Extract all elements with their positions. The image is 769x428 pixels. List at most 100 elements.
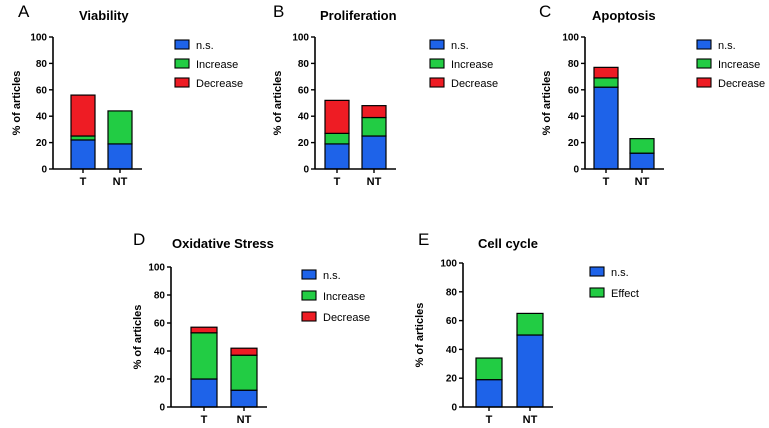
bar-t-ns [70,139,96,170]
y-axis-label: % of articles [132,305,144,370]
legend-swatch-increase [696,58,712,69]
legend-swatch-increase [174,58,190,69]
legend-swatch-ns [589,266,605,277]
y-tick-label: 0 [159,403,165,414]
x-tick-label: T [603,176,610,188]
legend-swatch-ns [696,39,712,50]
y-tick-label: 40 [568,112,580,123]
bar-nt-ns [629,152,655,170]
bar-nt-increase [230,354,258,391]
bar-nt-increase [629,138,655,154]
legend-label: n.s. [611,267,629,279]
chart-panel-d: D Oxidative Stress % of articles T NT 0 20 40 60… [132,230,370,426]
legend-label: Increase [323,291,365,303]
y-tick-label: 20 [446,374,458,385]
chart-panel-e: E Cell cycle % of articles T NT 0 20 40 60 80 100 n… [414,230,639,426]
bar-nt-decrease [361,105,387,119]
x-tick-label: NT [113,176,128,188]
bar-t-ns [593,86,619,170]
bar-t-decrease [70,94,96,137]
y-tick-label: 100 [30,33,47,44]
y-axis-label: % of articles [272,71,284,136]
legend-label: Decrease [196,78,243,90]
legend-label: Effect [611,288,639,300]
legend-swatch-increase [301,290,317,301]
x-tick-label: T [80,176,87,188]
chart-title: Oxidative Stress [172,236,274,251]
legend-swatch-decrease [301,311,317,322]
x-tick-label: T [201,414,208,426]
bar-t-effect [475,357,503,381]
x-tick-label: NT [367,176,382,188]
y-tick-label: 100 [440,259,457,270]
chart-title: Proliferation [320,8,397,23]
panel-letter: E [418,230,429,249]
panel-letter: D [133,230,145,249]
y-tick-label: 40 [154,347,166,358]
y-tick-label: 20 [568,138,580,149]
legend-label: Increase [196,59,238,71]
x-tick-label: T [486,414,493,426]
legend-label: Decrease [323,312,370,324]
legend-label: n.s. [451,40,469,52]
chart-title: Viability [79,8,129,23]
bar-nt-increase [361,116,387,137]
y-axis-label: % of articles [414,303,426,368]
y-tick-label: 100 [148,263,165,274]
x-tick-label: NT [635,176,650,188]
x-tick-label: NT [523,414,538,426]
chart-title: Apoptosis [592,8,656,23]
bar-nt-increase [107,110,133,145]
legend-swatch-ns [429,39,445,50]
y-tick-label: 40 [36,112,48,123]
bar-nt-ns [516,334,544,408]
bar-nt-decrease [230,347,258,356]
y-tick-label: 0 [303,165,309,176]
y-tick-label: 80 [568,59,580,70]
legend-swatch-ns [301,269,317,280]
bar-t-ns [324,143,350,170]
y-axis-label: % of articles [541,71,553,136]
y-tick-label: 60 [298,85,310,96]
bar-t-ns [190,378,218,408]
bar-nt-ns [230,389,258,408]
bar-t-decrease [324,99,350,134]
y-tick-label: 60 [446,316,458,327]
x-tick-label: T [334,176,341,188]
legend-swatch-increase [429,58,445,69]
y-axis-label: % of articles [11,71,23,136]
chart-panel-c: C Apoptosis % of articles T NT 0 20 40 60 80 100 n.… [539,2,765,188]
bar-t-ns [475,379,503,408]
legend-label: n.s. [718,40,736,52]
y-tick-label: 60 [36,85,48,96]
chart-title: Cell cycle [478,236,538,251]
y-tick-label: 80 [154,291,166,302]
panel-letter: B [273,2,284,21]
y-tick-label: 80 [298,59,310,70]
legend-label: Increase [451,59,493,71]
panel-letter: A [18,2,30,21]
legend-swatch-effect [589,287,605,298]
y-tick-label: 100 [292,33,309,44]
y-tick-label: 20 [36,138,48,149]
y-tick-label: 80 [36,59,48,70]
y-tick-label: 40 [446,345,458,356]
legend-swatch-decrease [696,77,712,88]
legend-swatch-ns [174,39,190,50]
bar-t-increase [324,132,350,145]
y-tick-label: 60 [568,85,580,96]
y-tick-label: 100 [562,33,579,44]
chart-panel-b: B Proliferation % of articles T NT 0 20 40 60 80 1… [272,2,498,188]
legend-label: Decrease [451,78,498,90]
panel-letter: C [539,2,551,21]
bar-t-decrease [593,66,619,79]
x-tick-label: NT [237,414,252,426]
chart-panel-a: A Viability % of articles T NT 0 20 40 60 80 100 n.… [11,2,243,188]
y-tick-label: 0 [451,403,457,414]
legend-label: Decrease [718,78,765,90]
legend-label: Increase [718,59,760,71]
bar-t-decrease [190,326,218,334]
legend-label: n.s. [196,40,214,52]
y-tick-label: 20 [298,138,310,149]
bar-nt-effect [516,312,544,336]
